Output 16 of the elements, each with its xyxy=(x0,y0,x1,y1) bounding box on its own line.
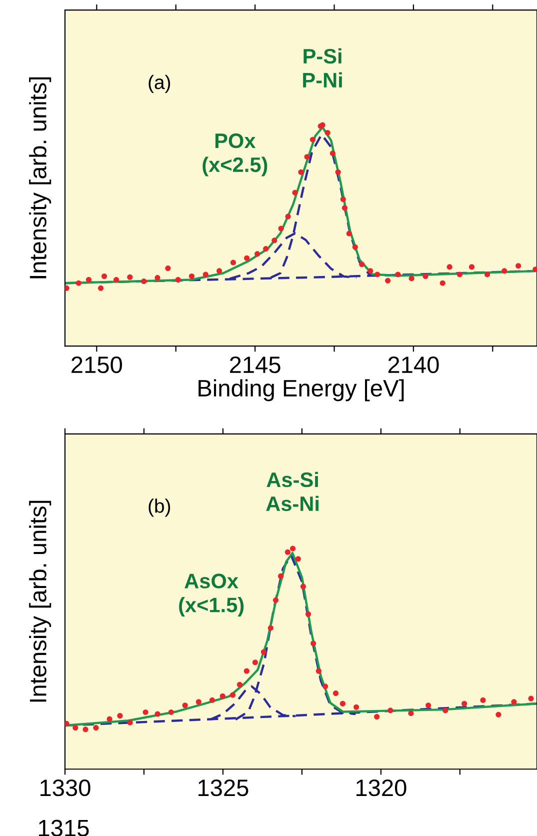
x-tick-label: 1325 xyxy=(198,779,248,796)
text: 1315 xyxy=(39,820,89,836)
text: (b) xyxy=(148,498,170,517)
y-axis-title: Intensity [arb. units] xyxy=(29,77,52,278)
annotation: AsOx (x<1.5) xyxy=(179,574,244,616)
annotation: P-Si P-Ni xyxy=(303,48,342,88)
x-tick-label: 1320 xyxy=(356,779,406,796)
x-axis-title: Binding Energy [eV] xyxy=(198,379,404,402)
text: (a) xyxy=(148,74,170,94)
x-tick-label: 2150 xyxy=(72,356,122,374)
annotation: POx (x<2.5) xyxy=(202,133,268,176)
y-axis-title: Intensity [arb. units] xyxy=(29,500,52,702)
x-tick-label: 2145 xyxy=(230,356,280,374)
x-tick-label: 1330 xyxy=(40,779,90,796)
annotation: As-Si As-Ni xyxy=(266,472,318,512)
x-tick-label: 2140 xyxy=(388,356,439,374)
